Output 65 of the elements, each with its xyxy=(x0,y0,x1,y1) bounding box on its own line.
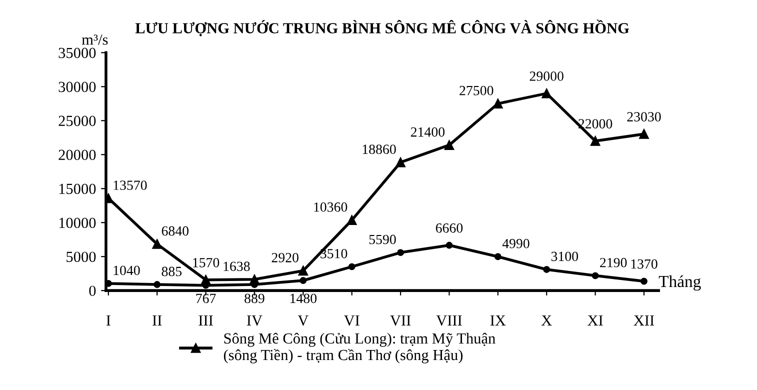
y-tick-label: 15000 xyxy=(59,184,96,194)
y-tick-label: 25000 xyxy=(58,116,96,126)
data-label: 1370 xyxy=(631,259,658,269)
x-tick-label: VI xyxy=(344,315,360,326)
data-label: 2920 xyxy=(272,252,298,262)
point xyxy=(543,266,550,273)
data-label: 18860 xyxy=(362,144,396,154)
x-tick-label: VII xyxy=(390,315,411,326)
y-tick-label: 0 xyxy=(89,286,96,296)
x-tick-label: IX xyxy=(490,315,506,326)
x-axis-title: Tháng xyxy=(658,275,701,291)
point xyxy=(639,129,649,139)
x-tick-label: I xyxy=(106,315,110,326)
point xyxy=(493,98,503,108)
point xyxy=(494,253,502,260)
data-label: 1638 xyxy=(224,262,250,272)
point xyxy=(396,157,406,168)
data-label: 2190 xyxy=(600,258,627,268)
point xyxy=(397,249,404,256)
data-label: 27500 xyxy=(460,86,494,96)
point xyxy=(348,263,356,270)
data-label: 5590 xyxy=(369,234,396,244)
legend-label: Sông Mê Công (Cửu Long): trạm Mỹ Thuận (sông Tiền) - trạm Cần Thơ (sông Hậu) xyxy=(224,332,496,364)
y-tick-label: 10000 xyxy=(59,218,96,228)
point xyxy=(446,242,453,249)
data-label: 3100 xyxy=(551,252,578,262)
data-label: 6660 xyxy=(436,223,463,233)
point xyxy=(542,88,552,98)
data-label: 1570 xyxy=(193,258,220,268)
point xyxy=(154,281,161,288)
x-tick-label: VIII xyxy=(436,315,462,326)
y-tick-label: 30000 xyxy=(58,82,96,92)
point xyxy=(300,277,307,284)
data-label: 889 xyxy=(244,294,264,304)
data-label: 1480 xyxy=(290,294,317,304)
point xyxy=(298,266,308,276)
data-label: 29000 xyxy=(530,72,564,81)
y-tick-label: 20000 xyxy=(58,150,96,160)
x-tick-label: II xyxy=(152,315,162,326)
data-label: 21400 xyxy=(410,127,445,137)
y-axis-title: m³/s xyxy=(82,34,108,45)
x-tick-label: III xyxy=(198,315,213,326)
x-tick-label: XII xyxy=(634,315,654,326)
data-label: 3510 xyxy=(320,248,348,258)
point xyxy=(592,272,599,280)
point xyxy=(444,140,454,150)
point xyxy=(346,215,357,225)
chart-title: LƯU LƯỢNG NƯỚC TRUNG BÌNH SÔNG MÊ CÔNG VÀ SÔNG HỒNG xyxy=(135,20,630,36)
data-label: 4990 xyxy=(502,238,530,248)
data-label: 13570 xyxy=(114,180,147,190)
y-tick-label: 5000 xyxy=(66,252,96,262)
data-label: 885 xyxy=(162,266,182,276)
data-label: 767 xyxy=(196,294,216,304)
y-tick-label: 35000 xyxy=(58,48,96,58)
data-label: 1040 xyxy=(114,266,140,276)
data-label: 10360 xyxy=(314,202,348,212)
data-label: 6840 xyxy=(162,226,189,236)
x-tick-label: X xyxy=(541,315,552,326)
point xyxy=(640,278,648,285)
point xyxy=(152,239,162,249)
data-label: 23030 xyxy=(627,112,661,122)
x-tick-label: IV xyxy=(246,315,262,326)
x-tick-label: XI xyxy=(588,315,603,326)
x-tick-label: V xyxy=(298,315,309,326)
point xyxy=(590,136,600,146)
